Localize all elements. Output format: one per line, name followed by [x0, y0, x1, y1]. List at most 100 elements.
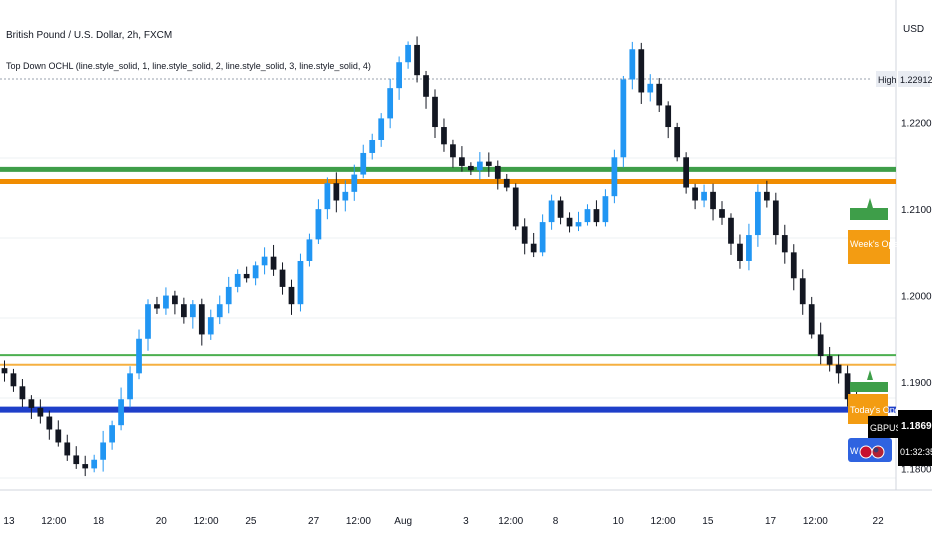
- candle-body: [710, 191, 716, 210]
- candle-body: [530, 243, 537, 253]
- candle-body: [566, 217, 573, 227]
- weeks-open-badge: [848, 230, 890, 264]
- candle-body: [234, 273, 241, 287]
- candle-body: [270, 256, 277, 270]
- candle-body: [1, 368, 8, 374]
- candle-body: [826, 356, 833, 365]
- candle-body: [180, 304, 187, 318]
- candle-body: [261, 256, 268, 266]
- candle-body: [584, 209, 591, 223]
- candle-body: [351, 174, 358, 192]
- x-tick-label: 12:00: [651, 516, 676, 527]
- x-tick-label: 13: [3, 516, 15, 527]
- weeks-open-label: Week's Open: [850, 239, 904, 249]
- x-tick-label: 12:00: [803, 516, 828, 527]
- candle-body: [414, 44, 420, 76]
- symbol-badge-label: GBPUSD: [870, 423, 909, 433]
- candle-body: [163, 295, 169, 309]
- candle-body: [557, 200, 564, 218]
- level-lines: [0, 166, 896, 413]
- candle-body: [719, 209, 725, 218]
- weekly-blue-label: W: [850, 446, 859, 456]
- candle-body: [28, 399, 35, 408]
- candle-body: [808, 304, 815, 335]
- y-tick-label: 1.22000: [901, 119, 932, 130]
- candle-body: [512, 187, 519, 227]
- candle-body: [701, 191, 707, 201]
- x-tick-label: 12:00: [498, 516, 523, 527]
- candle-body: [575, 222, 582, 227]
- candle-body: [306, 239, 313, 261]
- candle-body: [468, 165, 474, 171]
- candle-body: [378, 118, 385, 140]
- y-tick-label: 1.19000: [901, 378, 932, 389]
- candle-body: [593, 209, 600, 223]
- indicator-title[interactable]: Top Down OCHL (line.style_solid, 1, line…: [6, 61, 371, 71]
- candle-body: [485, 161, 492, 166]
- daily-marker-triangle: [867, 370, 873, 380]
- x-tick-label: 10: [613, 516, 625, 527]
- candle-body: [835, 364, 842, 374]
- candle-body: [360, 152, 367, 175]
- candle-body: [297, 260, 304, 305]
- candle-body: [315, 209, 322, 240]
- candle-body: [333, 183, 340, 201]
- x-tick-label: 8: [553, 516, 559, 527]
- candle-body: [405, 44, 411, 63]
- candle-body: [459, 157, 465, 166]
- candle-body: [692, 187, 698, 201]
- candle-body: [620, 79, 627, 158]
- candle-body: [109, 425, 115, 443]
- y-axis[interactable]: 1.22000 1.21000 1.20000 1.19000 1.18000: [901, 119, 932, 476]
- candle-body: [100, 442, 107, 460]
- weekly-green-tag: [850, 208, 888, 220]
- candle-body: [198, 304, 205, 335]
- x-tick-label: 17: [765, 516, 777, 527]
- candle-body: [432, 96, 438, 128]
- candle-body: [817, 334, 824, 357]
- high-price-badge: [898, 71, 930, 87]
- candle-body: [10, 373, 17, 387]
- candle-body: [82, 464, 89, 469]
- candle-body: [665, 105, 672, 128]
- candle-body: [656, 83, 663, 106]
- candle-body: [136, 338, 142, 374]
- candle-body: [790, 252, 797, 279]
- usd-flag-blue-icon: [873, 447, 879, 453]
- candle-body: [602, 196, 609, 223]
- currency-label: USD: [903, 24, 924, 35]
- x-tick-label: 12:00: [346, 516, 371, 527]
- x-tick-label: 12:00: [41, 516, 66, 527]
- candle-body: [423, 75, 429, 97]
- candle-body: [216, 304, 223, 318]
- current-price: 1.18698: [901, 421, 932, 432]
- countdown-timer: 01:32:35: [900, 447, 932, 457]
- candle-body: [324, 183, 331, 210]
- symbol-title[interactable]: British Pound / U.S. Dollar, 2h, FXCM: [6, 30, 172, 41]
- candle-body: [145, 304, 151, 339]
- candle-body: [91, 459, 98, 469]
- candle-body: [755, 191, 761, 236]
- candle-body: [127, 373, 133, 400]
- candle-body: [441, 127, 447, 145]
- candle-body: [503, 178, 510, 188]
- candle-body: [55, 429, 62, 443]
- candle-body: [288, 286, 295, 305]
- grid-lines: [0, 157, 896, 479]
- candle-body: [728, 217, 734, 244]
- candle-body: [647, 83, 654, 93]
- high-badge: [876, 71, 896, 87]
- x-axis[interactable]: 13 12:00 18 20 12:00 25 27 12:00 Aug 3 12:00 8 10 12:…: [3, 516, 884, 527]
- high-price: 1.22912: [900, 75, 932, 85]
- candle-body: [207, 317, 214, 335]
- gbp-flag-icon: [859, 445, 873, 459]
- candle-body: [243, 273, 250, 279]
- x-tick-label: 25: [245, 516, 257, 527]
- candle-body: [387, 88, 394, 119]
- candle-body: [763, 191, 770, 201]
- candles: [1, 36, 869, 477]
- candle-body: [548, 200, 555, 223]
- candle-body: [37, 407, 44, 417]
- candle-body: [494, 165, 501, 179]
